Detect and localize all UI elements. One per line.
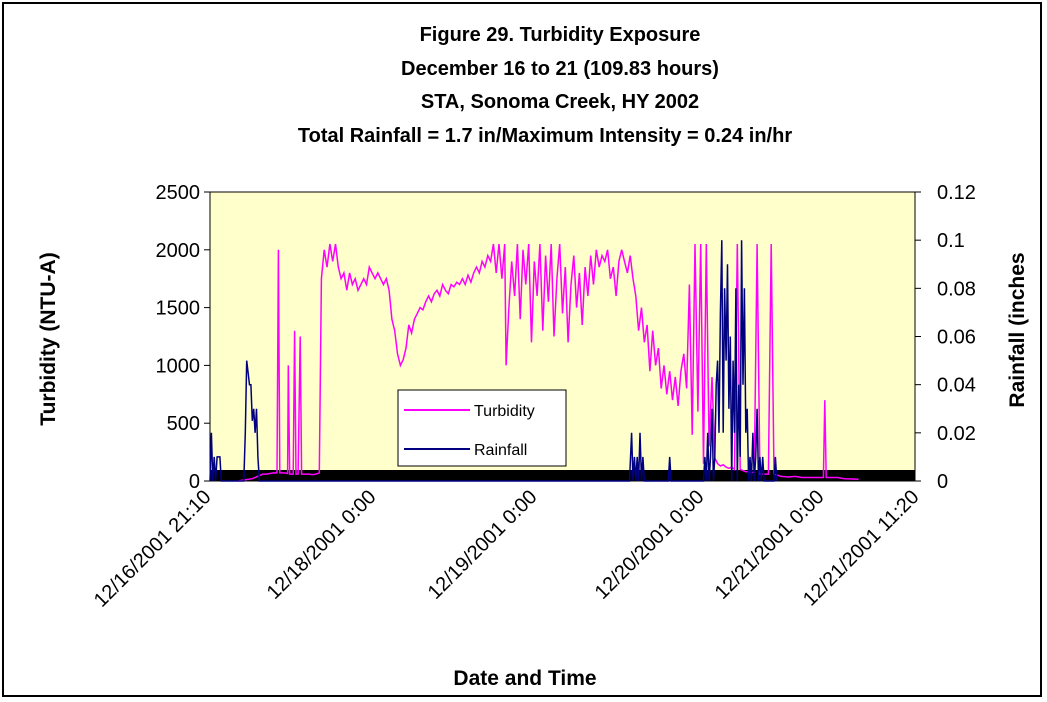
title-line-1: Figure 29. Turbidity Exposure <box>420 24 701 46</box>
legend-box <box>397 389 567 467</box>
y-axis-right-title: Rainfall (inches <box>1006 252 1029 407</box>
legend: Turbidity Rainfall <box>397 389 567 467</box>
title-line-3: STA, Sonoma Creek, HY 2002 <box>421 91 699 113</box>
x-tick-label: 12/19/2001 0:00 <box>424 486 542 604</box>
y-right-tick-label: 0.06 <box>937 327 976 349</box>
y-right-tick-label: 0 <box>937 471 948 493</box>
y-left-tick-label: 2000 <box>156 240 201 262</box>
x-tick-label: 12/18/2001 0:00 <box>263 486 381 604</box>
y-left-tick-label: 1500 <box>156 298 201 320</box>
series-turbidity-line <box>238 243 859 482</box>
y-right-tick-label: 0.04 <box>937 375 976 397</box>
y-right-tick-label: 0.12 <box>937 182 976 204</box>
y-left-tick-label: 2500 <box>156 182 201 204</box>
y-right-tick-label: 0.02 <box>937 423 976 445</box>
series-rainfall-line <box>209 240 778 482</box>
y-axis-left: 0 500 1000 1500 2000 2500 <box>156 182 210 493</box>
legend-label-rainfall: Rainfall <box>474 442 527 459</box>
chart-title: Figure 29. Turbidity Exposure December 1… <box>298 24 792 147</box>
x-tick-label: 12/16/2001 21:10 <box>90 486 216 612</box>
x-axis-title: Date and Time <box>453 667 596 690</box>
x-axis: 12/16/2001 21:10 12/18/2001 0:00 12/19/200… <box>90 486 924 612</box>
y-axis-right: 0 0.02 0.04 0.06 0.08 0.1 0.12 <box>915 182 976 493</box>
legend-label-turbidity: Turbidity <box>474 403 535 420</box>
title-line-2: December 16 to 21 (109.83 hours) <box>401 58 719 80</box>
y-axis-left-title: Turbidity (NTU-A) <box>37 252 60 425</box>
y-left-tick-label: 0 <box>189 471 200 493</box>
zero-baseline-band <box>210 470 915 481</box>
title-line-4: Total Rainfall = 1.7 in/Maximum Intensit… <box>298 125 792 147</box>
y-right-tick-label: 0.08 <box>937 278 976 300</box>
y-left-tick-label: 1000 <box>156 355 201 377</box>
x-tick-label: 12/20/2001 0:00 <box>591 486 709 604</box>
y-right-tick-label: 0.1 <box>937 230 965 252</box>
y-left-tick-label: 500 <box>167 413 200 435</box>
